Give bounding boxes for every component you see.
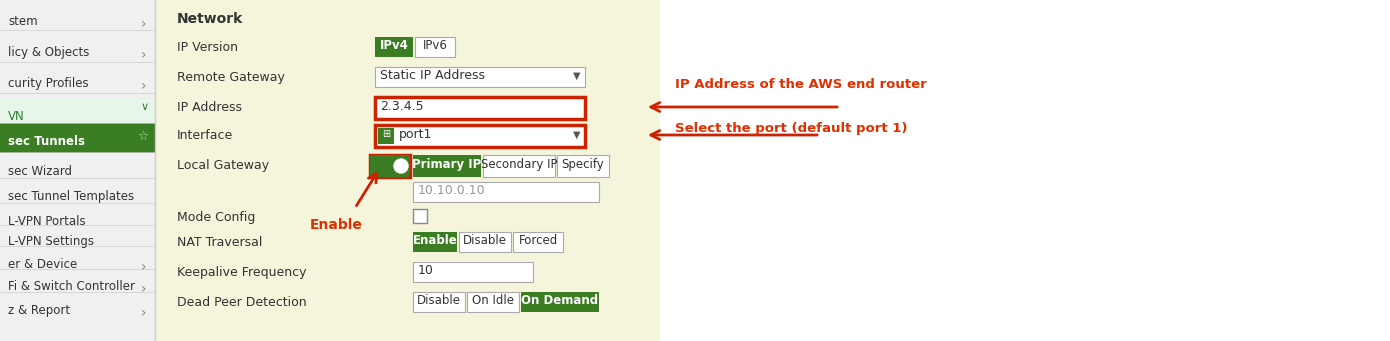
Text: ›: › xyxy=(140,17,146,31)
Text: sec Wizard: sec Wizard xyxy=(8,165,72,178)
Text: ▼: ▼ xyxy=(573,130,581,140)
FancyBboxPatch shape xyxy=(513,232,563,252)
Text: Enable: Enable xyxy=(413,234,457,247)
Text: Dead Peer Detection: Dead Peer Detection xyxy=(177,296,307,309)
Text: Primary IP: Primary IP xyxy=(413,158,481,171)
Text: IPv4: IPv4 xyxy=(379,39,409,52)
FancyBboxPatch shape xyxy=(459,232,512,252)
Text: stem: stem xyxy=(8,15,38,28)
Text: Enable: Enable xyxy=(310,218,363,232)
Text: Static IP Address: Static IP Address xyxy=(379,69,485,82)
Text: sec Tunnel Templates: sec Tunnel Templates xyxy=(8,190,133,203)
Text: Local Gateway: Local Gateway xyxy=(177,159,270,172)
FancyBboxPatch shape xyxy=(467,292,518,312)
FancyBboxPatch shape xyxy=(660,0,1390,341)
Text: Fi & Switch Controller: Fi & Switch Controller xyxy=(8,280,135,293)
Text: sec Tunnels: sec Tunnels xyxy=(8,135,85,148)
Text: ∨: ∨ xyxy=(140,102,149,112)
FancyBboxPatch shape xyxy=(0,97,156,123)
FancyBboxPatch shape xyxy=(413,232,457,252)
Text: IP Address: IP Address xyxy=(177,101,242,114)
Text: licy & Objects: licy & Objects xyxy=(8,46,89,59)
FancyBboxPatch shape xyxy=(413,182,599,202)
Text: IP Version: IP Version xyxy=(177,41,238,54)
Text: Mode Config: Mode Config xyxy=(177,211,256,224)
Text: On Demand: On Demand xyxy=(521,294,599,307)
FancyBboxPatch shape xyxy=(416,37,455,57)
Text: Remote Gateway: Remote Gateway xyxy=(177,71,285,84)
Text: L-VPN Settings: L-VPN Settings xyxy=(8,235,95,248)
Text: Disable: Disable xyxy=(463,234,507,247)
FancyBboxPatch shape xyxy=(413,155,481,177)
FancyBboxPatch shape xyxy=(378,128,393,144)
FancyBboxPatch shape xyxy=(375,125,585,147)
Text: NAT Traversal: NAT Traversal xyxy=(177,236,263,249)
Text: Disable: Disable xyxy=(417,294,461,307)
Text: 10: 10 xyxy=(418,264,434,277)
FancyBboxPatch shape xyxy=(370,155,410,177)
FancyBboxPatch shape xyxy=(0,0,156,341)
FancyBboxPatch shape xyxy=(375,97,585,119)
FancyBboxPatch shape xyxy=(375,37,413,57)
Text: ›: › xyxy=(140,48,146,62)
Text: ›: › xyxy=(140,306,146,320)
FancyBboxPatch shape xyxy=(370,155,410,177)
Text: VN: VN xyxy=(8,110,25,123)
Text: On Idle: On Idle xyxy=(473,294,514,307)
Text: er & Device: er & Device xyxy=(8,258,78,271)
Text: ⊞: ⊞ xyxy=(382,129,391,139)
Text: port1: port1 xyxy=(399,128,432,141)
Text: Interface: Interface xyxy=(177,129,234,142)
Text: ›: › xyxy=(140,79,146,93)
FancyBboxPatch shape xyxy=(521,292,599,312)
FancyBboxPatch shape xyxy=(413,262,532,282)
Text: 10.10.0.10: 10.10.0.10 xyxy=(418,184,485,197)
Text: Keepalive Frequency: Keepalive Frequency xyxy=(177,266,307,279)
Text: IPv6: IPv6 xyxy=(423,39,448,52)
Text: 2.3.4.5: 2.3.4.5 xyxy=(379,100,424,113)
Text: ▼: ▼ xyxy=(573,71,581,81)
Text: curity Profiles: curity Profiles xyxy=(8,77,89,90)
Text: Forced: Forced xyxy=(518,234,557,247)
FancyBboxPatch shape xyxy=(156,0,660,341)
Text: ›: › xyxy=(140,260,146,274)
FancyBboxPatch shape xyxy=(413,209,427,223)
Text: ›: › xyxy=(140,282,146,296)
FancyBboxPatch shape xyxy=(557,155,609,177)
Text: Network: Network xyxy=(177,12,243,26)
FancyBboxPatch shape xyxy=(482,155,555,177)
Text: Secondary IP: Secondary IP xyxy=(481,158,557,171)
Text: Specify: Specify xyxy=(562,158,605,171)
Text: ☆: ☆ xyxy=(138,130,149,143)
Text: L-VPN Portals: L-VPN Portals xyxy=(8,215,86,228)
Text: z & Report: z & Report xyxy=(8,304,70,317)
FancyBboxPatch shape xyxy=(0,123,156,153)
Text: Select the port (default port 1): Select the port (default port 1) xyxy=(676,122,908,135)
Text: IP Address of the AWS end router: IP Address of the AWS end router xyxy=(676,78,927,91)
FancyBboxPatch shape xyxy=(375,67,585,87)
Circle shape xyxy=(393,159,409,173)
FancyBboxPatch shape xyxy=(413,292,466,312)
